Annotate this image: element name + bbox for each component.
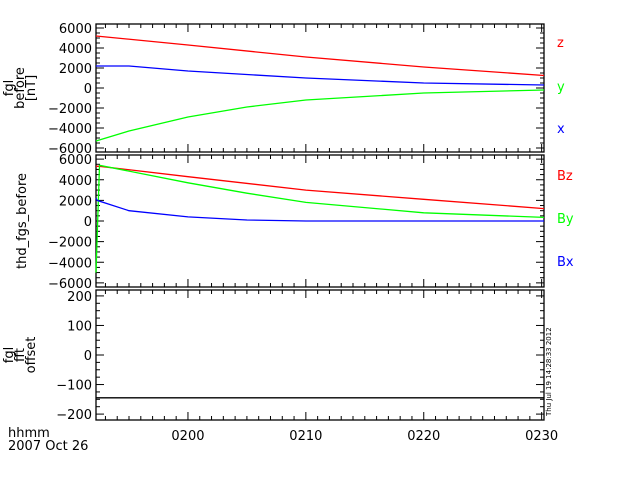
- legend-label-Bx: Bx: [557, 255, 574, 270]
- series-line-Bz: [96, 165, 545, 210]
- y-tick-label: −100: [56, 379, 92, 394]
- timestamp: Thu Jul 19 14:28:33 2012: [545, 327, 553, 417]
- y-tick-label: 0: [84, 215, 92, 230]
- x-tick-label: 0230: [525, 429, 558, 444]
- y-tick-label: 6000: [59, 153, 92, 168]
- x-tick-label: 0200: [171, 429, 204, 444]
- x-tick-label: 0220: [407, 429, 440, 444]
- y-axis-label: fgl: [2, 80, 17, 96]
- y-tick-label: 100: [67, 319, 92, 334]
- x-axis-label: hhmm: [8, 426, 50, 441]
- x-tick-label: 0210: [289, 429, 322, 444]
- y-axis-label: fft: [13, 348, 28, 362]
- y-tick-label: −2000: [48, 102, 92, 117]
- y-tick-label: 0: [84, 349, 92, 364]
- series-line-By: [95, 164, 545, 273]
- y-tick-label: −4000: [48, 122, 92, 137]
- y-tick-label: −6000: [48, 142, 92, 157]
- y-tick-label: 0: [84, 82, 92, 97]
- x-axis-date: 2007 Oct 26: [8, 439, 88, 454]
- y-tick-label: 4000: [59, 174, 92, 189]
- y-tick-label: 4000: [59, 42, 92, 57]
- y-axis-label: thd_fgs_before: [15, 173, 30, 269]
- series-line-Bx: [95, 197, 544, 222]
- legend-label-By: By: [557, 212, 574, 227]
- series-line-z: [95, 35, 545, 77]
- y-axis-label: offset: [24, 337, 39, 374]
- y-axis-label: fgl: [2, 347, 17, 363]
- legend-label-Bz: Bz: [557, 169, 573, 184]
- y-tick-label: 2000: [59, 194, 92, 209]
- y-tick-label: 200: [67, 290, 92, 305]
- legend-label-z: z: [557, 36, 564, 51]
- y-tick-label: 6000: [59, 22, 92, 37]
- y-tick-label: −4000: [48, 256, 92, 271]
- panel-frame: [95, 289, 545, 421]
- y-axis-label: before: [13, 67, 28, 109]
- y-tick-label: −6000: [48, 277, 92, 292]
- y-tick-label: −200: [56, 408, 92, 423]
- legend-label-y: y: [557, 80, 565, 95]
- series-line-y: [95, 89, 545, 142]
- y-tick-label: −2000: [48, 236, 92, 251]
- y-tick-label: 2000: [59, 62, 92, 77]
- series-line-x: [96, 65, 545, 86]
- y-axis-label: [nT]: [24, 75, 39, 101]
- legend-label-x: x: [557, 122, 565, 137]
